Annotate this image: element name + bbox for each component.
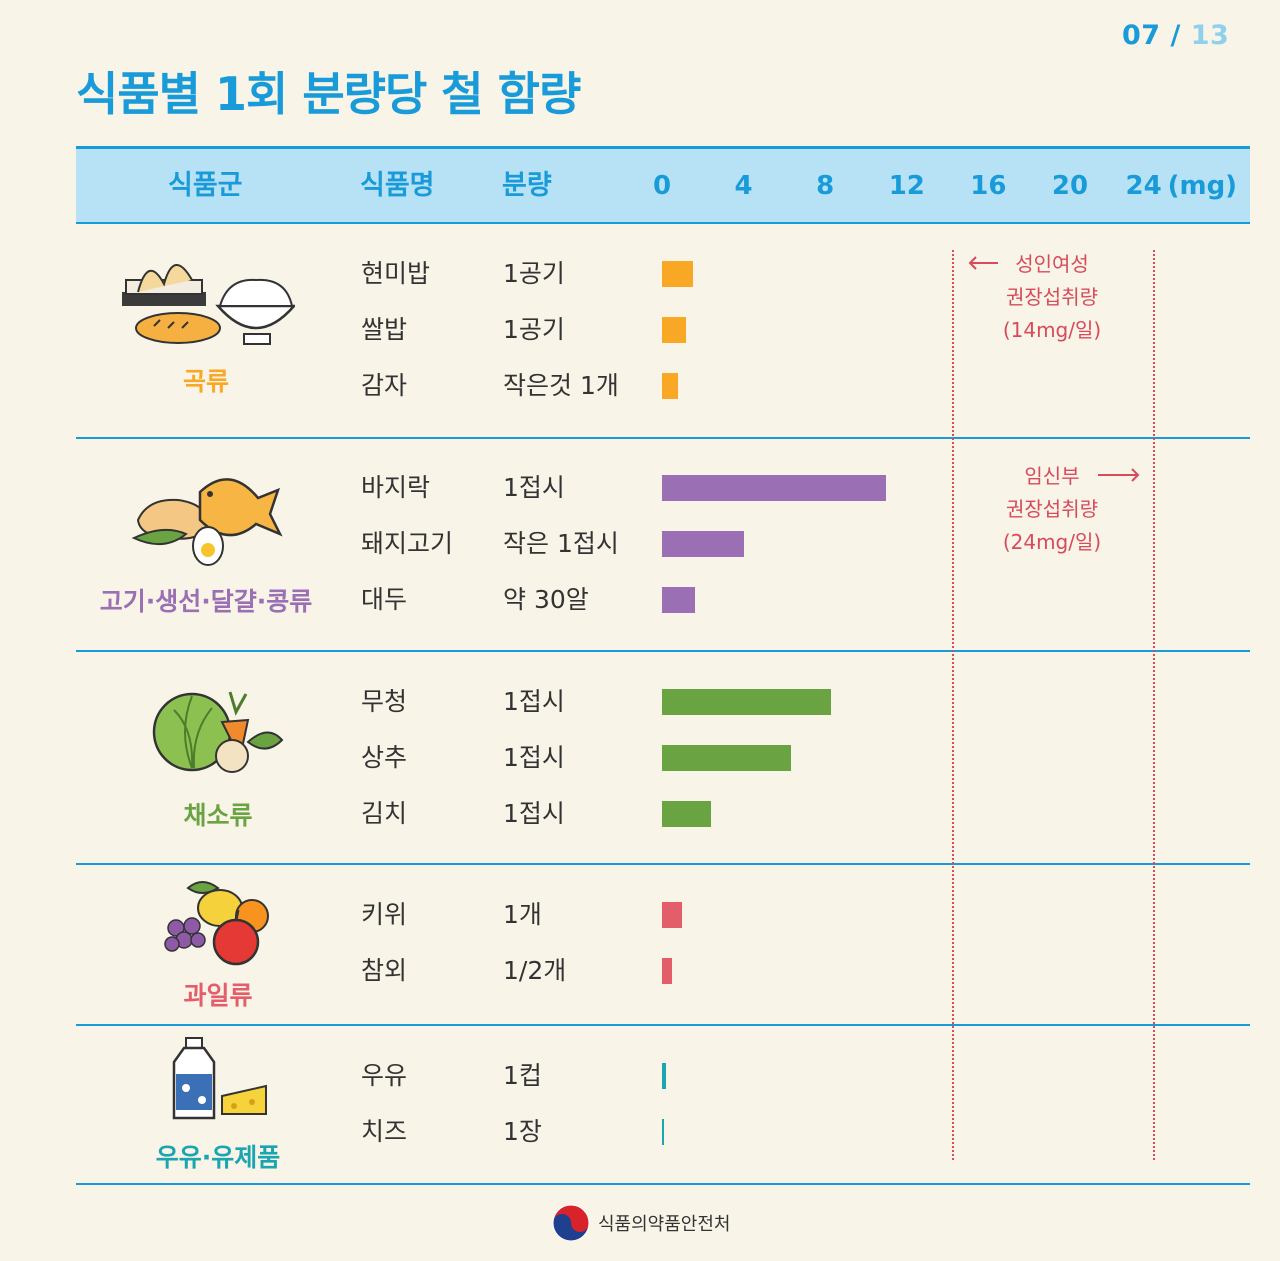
x-tick-label: 0 (652, 171, 672, 201)
food-name: 돼지고기 (361, 529, 454, 558)
food-name: 키위 (361, 900, 408, 929)
reference-line (952, 250, 954, 1160)
header-group: 식품군 (168, 170, 243, 201)
food-serving: 1/2개 (503, 956, 567, 985)
bar-감자 (662, 373, 679, 399)
arrow-left-icon (968, 256, 998, 270)
reference-label: 성인여성 (1015, 252, 1089, 276)
food-serving: 1공기 (503, 259, 565, 288)
group-label: 채소류 (183, 801, 253, 830)
reference-line (1153, 250, 1155, 1160)
bar-쌀밥 (662, 317, 687, 343)
row-separator (76, 650, 1250, 652)
food-name: 현미밥 (361, 259, 431, 288)
food-name: 쌀밥 (361, 315, 408, 344)
row-separator (76, 1024, 1250, 1026)
grain-icon (122, 264, 295, 345)
food-serving: 1접시 (503, 743, 565, 772)
footer-agency: 식품의약품안전처 (598, 1214, 731, 1235)
food-serving: 1접시 (503, 799, 565, 828)
reference-label: 권장섭취량 (1006, 497, 1098, 521)
x-tick-label: 12 (888, 171, 925, 201)
bar-김치 (662, 801, 711, 827)
page-title: 식품별 1회 분량당 철 함량 (76, 67, 581, 121)
milk-cheese-icon (172, 1037, 267, 1120)
x-axis-unit: (mg) (1167, 171, 1238, 201)
reference-label: (24mg/일) (1002, 530, 1102, 554)
row-separator (76, 437, 1250, 439)
bar-대두 (662, 587, 695, 613)
food-name: 김치 (361, 799, 408, 828)
vegetables-icon (152, 691, 284, 773)
bar-현미밥 (662, 261, 693, 287)
bar-돼지고기 (662, 531, 744, 557)
page-separator: / (1170, 20, 1181, 51)
food-name: 무청 (361, 687, 408, 716)
x-tick-label: 20 (1051, 171, 1089, 201)
header-name: 식품명 (360, 170, 435, 201)
x-tick-label: 16 (970, 171, 1007, 201)
header-serving: 분량 (502, 170, 552, 201)
reference-label: 권장섭취량 (1006, 285, 1098, 309)
food-name: 참외 (361, 956, 408, 985)
group-label: 우유·유제품 (155, 1143, 281, 1172)
page-number: 07 / 13 (1122, 20, 1229, 51)
government-emblem-icon (552, 1204, 590, 1242)
group-label: 곡류 (182, 367, 230, 396)
bar-키위 (662, 902, 683, 928)
food-serving: 작은것 1개 (503, 371, 619, 400)
x-tick-label: 8 (816, 171, 835, 201)
row-separator (76, 863, 1250, 865)
bar-바지락 (662, 475, 887, 501)
x-tick-label: 4 (734, 171, 753, 201)
food-name: 우유 (361, 1061, 408, 1090)
group-label: 과일류 (183, 981, 253, 1010)
food-name: 치즈 (361, 1117, 408, 1146)
bar-참외 (662, 958, 673, 984)
food-serving: 1장 (503, 1117, 542, 1146)
food-serving: 약 30알 (503, 585, 589, 614)
food-serving: 1공기 (503, 315, 565, 344)
row-separator (76, 1183, 1250, 1185)
bar-우유 (662, 1063, 667, 1089)
meat-fish-egg-bean-icon (131, 478, 283, 566)
table-header: 식품군 식품명 분량 0 4 8 12 16 20 24 (mg) (76, 146, 1250, 224)
food-name: 대두 (361, 585, 408, 614)
page-current: 07 (1122, 20, 1161, 51)
food-serving: 작은 1접시 (503, 529, 619, 558)
food-name: 상추 (361, 743, 408, 772)
arrow-right-icon (1098, 468, 1140, 482)
food-name: 감자 (361, 371, 408, 400)
food-serving: 1개 (503, 900, 542, 929)
group-label: 고기·생선·달걀·콩류 (99, 587, 313, 616)
food-serving: 1컵 (503, 1061, 542, 1090)
fruits-icon (164, 881, 269, 966)
bar-치즈 (662, 1119, 665, 1145)
x-tick-label: 24 (1125, 171, 1162, 201)
food-serving: 1접시 (503, 687, 565, 716)
reference-label: (14mg/일) (1002, 318, 1102, 342)
food-serving: 1접시 (503, 473, 565, 502)
page-total: 13 (1190, 20, 1230, 51)
bar-무청 (662, 689, 832, 715)
reference-label: 임신부 (1024, 464, 1080, 488)
bar-상추 (662, 745, 791, 771)
food-name: 바지락 (361, 473, 431, 502)
